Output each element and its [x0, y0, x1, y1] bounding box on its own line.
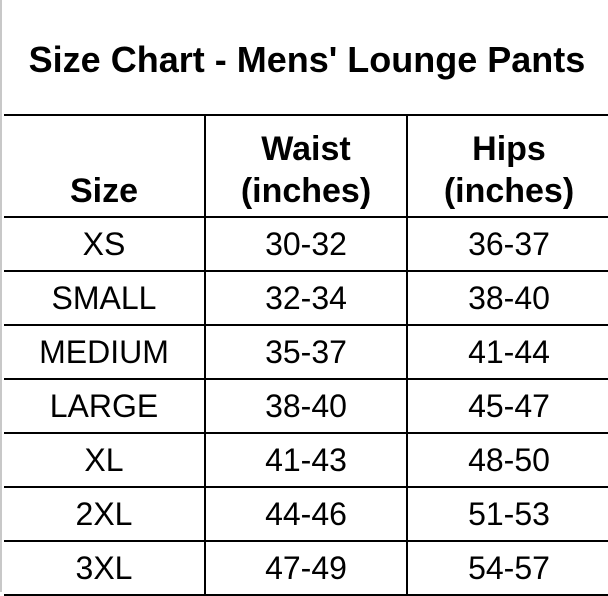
hips-cell: 54-57	[406, 540, 608, 596]
table-row: XL 41-43 48-50	[4, 432, 608, 488]
header-size: Size	[4, 114, 206, 218]
waist-cell: 44-46	[204, 486, 408, 542]
size-cell: 3XL	[4, 540, 206, 596]
waist-cell: 47-49	[204, 540, 408, 596]
size-cell: LARGE	[4, 378, 206, 434]
hips-cell: 36-37	[406, 216, 608, 272]
table-row: 3XL 47-49 54-57	[4, 540, 608, 596]
size-cell: SMALL	[4, 270, 206, 326]
size-cell: 2XL	[4, 486, 206, 542]
size-cell: MEDIUM	[4, 324, 206, 380]
waist-cell: 41-43	[204, 432, 408, 488]
table-row: XS 30-32 36-37	[4, 216, 608, 272]
header-hips: Hips (inches)	[406, 114, 608, 218]
size-cell: XS	[4, 216, 206, 272]
table-row: 2XL 44-46 51-53	[4, 486, 608, 542]
hips-cell: 45-47	[406, 378, 608, 434]
hips-cell: 38-40	[406, 270, 608, 326]
waist-cell: 38-40	[204, 378, 408, 434]
hips-cell: 51-53	[406, 486, 608, 542]
waist-cell: 30-32	[204, 216, 408, 272]
table-row: MEDIUM 35-37 41-44	[4, 324, 608, 380]
header-row: Size Waist (inches) Hips (inches)	[4, 114, 608, 218]
hips-cell: 41-44	[406, 324, 608, 380]
hips-cell: 48-50	[406, 432, 608, 488]
header-waist: Waist (inches)	[204, 114, 408, 218]
table-row: LARGE 38-40 45-47	[4, 378, 608, 434]
size-cell: XL	[4, 432, 206, 488]
waist-cell: 32-34	[204, 270, 408, 326]
table-row: SMALL 32-34 38-40	[4, 270, 608, 326]
size-table: Size Waist (inches) Hips (inches) XS 30-3…	[4, 114, 608, 596]
waist-cell: 35-37	[204, 324, 408, 380]
chart-title: Size Chart - Mens' Lounge Pants	[28, 38, 586, 80]
